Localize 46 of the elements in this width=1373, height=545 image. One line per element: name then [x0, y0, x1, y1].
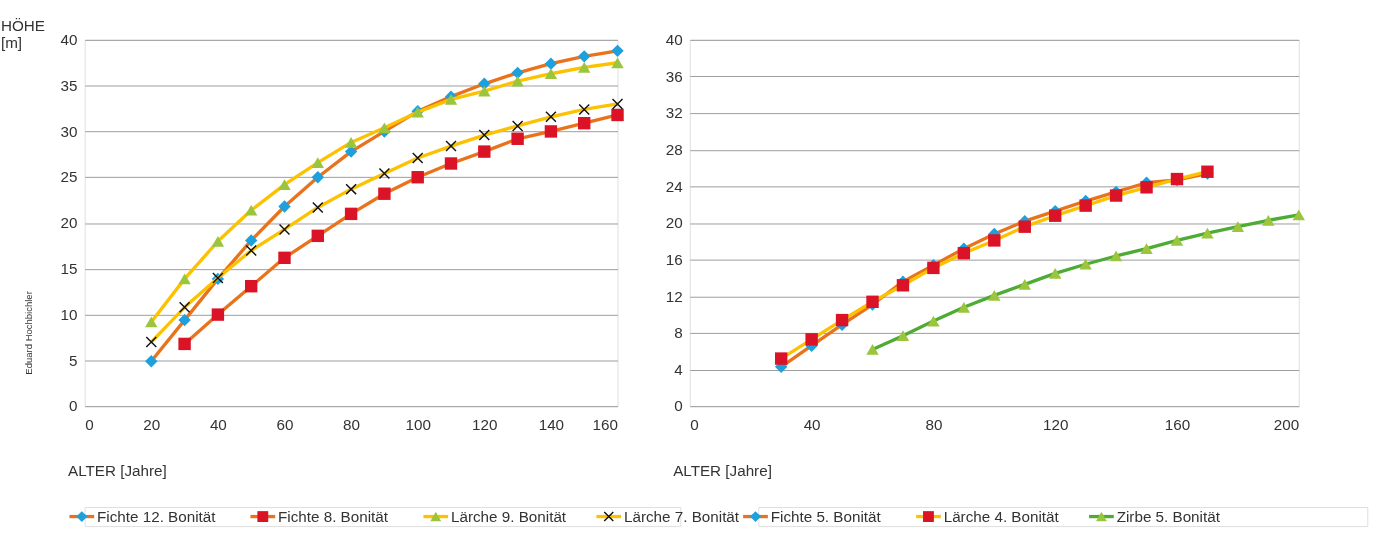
x-tick-label: 160 — [592, 416, 618, 434]
x-tick-label: 120 — [472, 416, 498, 434]
y-tick-label: 20 — [60, 214, 78, 232]
y-tick-label: 10 — [60, 305, 78, 323]
legend-label: Lärche 7. Bonität — [623, 508, 740, 526]
y-tick-label: 0 — [674, 397, 683, 415]
y-tick-label: 20 — [665, 214, 683, 232]
x-tick-label: 160 — [1164, 416, 1191, 434]
x-tick-label: 20 — [143, 416, 161, 434]
x-tick-label: 0 — [690, 416, 699, 434]
x-tick-label: 80 — [925, 416, 943, 434]
y-tick-label: 0 — [69, 397, 78, 415]
legend-label: Zirbe 5. Bonität — [1116, 508, 1221, 526]
x-tick-label: 100 — [405, 416, 431, 434]
x-axis-title: ALTER [Jahre] — [673, 462, 772, 480]
y-tick-label: 36 — [665, 67, 683, 85]
text: Eduard Hochbichler — [23, 291, 35, 375]
x-tick-label: 40 — [209, 416, 227, 434]
y-tick-label: 8 — [674, 324, 683, 342]
x-tick-label: 40 — [803, 416, 821, 434]
y-axis-title: HÖHE [m] — [0, 17, 45, 52]
x-tick-label: 0 — [85, 416, 94, 434]
y-tick-label: 24 — [665, 177, 684, 195]
legend-label: Lärche 4. Bonität — [943, 508, 1060, 526]
y-tick-label: 28 — [665, 140, 683, 158]
y-tick-label: 35 — [60, 76, 78, 94]
x-tick-label: 60 — [276, 416, 294, 434]
y-tick-label: 25 — [60, 168, 78, 186]
y-tick-label: 32 — [665, 104, 683, 122]
y-tick-label: 40 — [665, 31, 683, 49]
legend-label: Fichte 12. Bonität — [97, 508, 217, 526]
x-axis-title: ALTER [Jahre] — [68, 462, 167, 480]
legend-label: Fichte 5. Bonität — [770, 508, 882, 526]
x-tick-label: 120 — [1042, 416, 1069, 434]
x-tick-label: 80 — [343, 416, 361, 434]
y-tick-label: 40 — [60, 31, 78, 49]
legend-label: Lärche 9. Bonität — [451, 508, 567, 526]
y-tick-label: 5 — [69, 351, 78, 369]
y-tick-label: 15 — [60, 260, 78, 278]
x-tick-label: 200 — [1273, 416, 1300, 434]
x-tick-label: 140 — [538, 416, 565, 434]
y-tick-label: 16 — [665, 250, 683, 268]
y-tick-label: 4 — [674, 360, 684, 378]
y-tick-label: 12 — [665, 287, 683, 305]
legend-label: Fichte 8. Bonität — [278, 508, 389, 526]
y-tick-label: 30 — [60, 122, 78, 140]
